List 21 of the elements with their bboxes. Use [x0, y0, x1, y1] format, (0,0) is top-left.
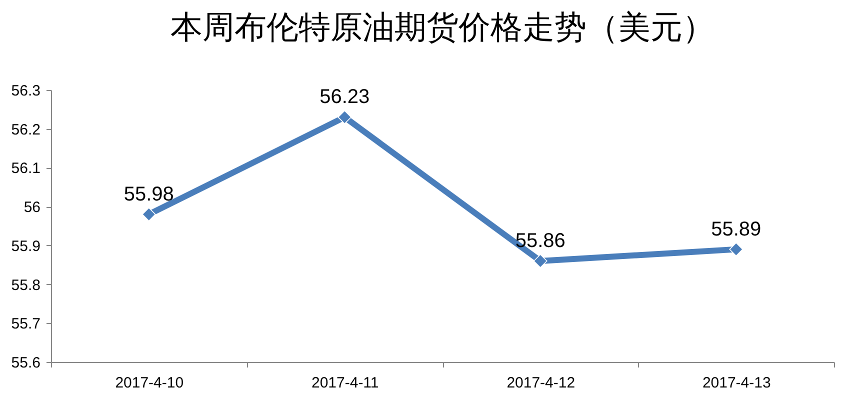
point	[142, 207, 156, 222]
point	[729, 242, 744, 256]
x-tick-label: 2017-4-11	[311, 374, 379, 392]
x-tick-label: 2017-4-12	[506, 374, 576, 392]
y-tick-label: 55.6	[11, 354, 40, 372]
y-tick-label: 56.3	[11, 82, 40, 100]
point	[338, 110, 352, 124]
y-tick-label: 56.1	[11, 160, 40, 178]
data-label: 55.89	[711, 218, 762, 240]
point	[533, 254, 548, 268]
chart-title: 本周布伦特原油期货价格走势（美元）	[170, 9, 714, 45]
data-label: 56.23	[320, 86, 370, 108]
y-tick-label: 56	[24, 199, 40, 216]
y-tick-label: 55.9	[11, 238, 40, 255]
x-tick-label: 2017-4-13	[702, 374, 771, 392]
y-tick-label: 56.2	[11, 121, 40, 138]
data-label: 55.86	[515, 230, 566, 252]
data-label: 55.98	[124, 183, 174, 206]
y-tick-label: 55.7	[11, 316, 40, 333]
y-tick-label: 55.8	[11, 276, 40, 294]
x-tick-label: 2017-4-10	[115, 374, 184, 392]
